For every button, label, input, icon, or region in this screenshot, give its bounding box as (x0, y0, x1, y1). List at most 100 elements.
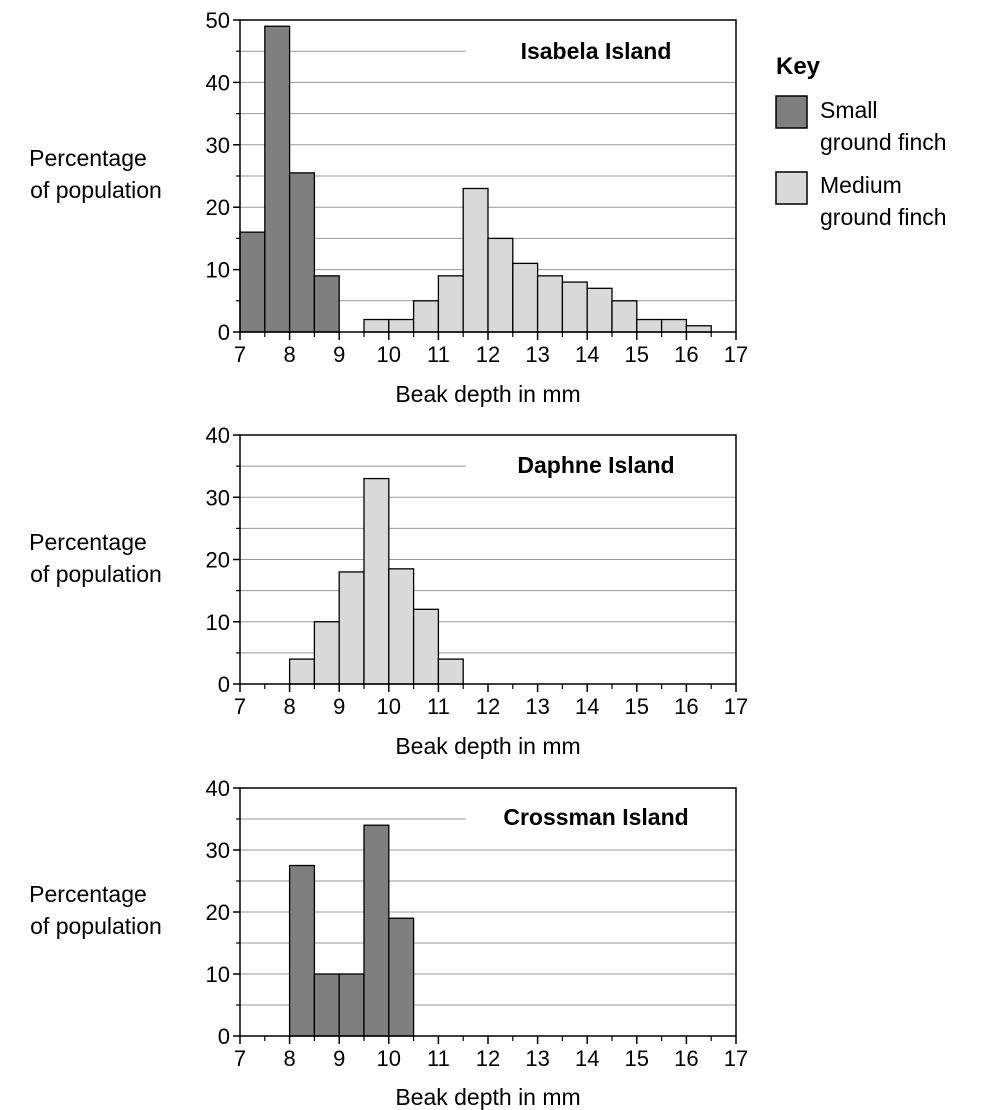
x-tick-label: 11 (427, 1046, 450, 1071)
bar (239, 231, 266, 333)
legend-swatch-medium (775, 171, 808, 205)
bar (363, 824, 390, 1037)
bar (462, 187, 489, 333)
x-axis-label: Beak depth in mm (395, 1084, 580, 1110)
y-tick-label: 30 (206, 133, 230, 158)
legend-label-medium-line1: Medium (820, 172, 902, 198)
x-tick-label: 8 (283, 342, 295, 367)
bar (264, 25, 291, 333)
bar (586, 287, 613, 333)
bar (313, 973, 340, 1037)
x-tick-label: 13 (525, 1046, 549, 1071)
bar (412, 608, 440, 685)
bar (512, 262, 539, 333)
y-tick-label: 10 (206, 962, 230, 987)
bar (363, 318, 390, 333)
y-axis-label-line1: Percentage (29, 529, 147, 555)
chart-isabela: Percentage of population 0 10 20 30 40 50 7 8 9 1… (29, 8, 748, 407)
x-tick-label: 8 (283, 694, 295, 719)
y-axis-label-line1: Percentage (29, 145, 147, 171)
bar (313, 275, 340, 333)
chart-title: Daphne Island (517, 452, 674, 478)
x-axis-label: Beak depth in mm (395, 381, 580, 407)
x-tick-label: 15 (625, 342, 649, 367)
x-tick-label: 14 (575, 694, 599, 719)
bar (388, 568, 415, 685)
y-tick-label: 50 (206, 8, 230, 33)
y-tick-label: 40 (206, 70, 230, 95)
x-tick-label: 9 (333, 694, 345, 719)
bar (660, 318, 688, 333)
x-tick-label: 8 (283, 1046, 295, 1071)
x-tick-label: 9 (333, 1046, 345, 1071)
x-tick-label: 16 (674, 1046, 698, 1071)
y-tick-label: 0 (218, 672, 230, 697)
x-tick-label: 7 (234, 1046, 246, 1071)
bar (437, 658, 464, 685)
x-tick-label: 15 (625, 694, 649, 719)
x-tick-label: 7 (234, 342, 246, 367)
x-tick-label: 17 (724, 1046, 748, 1071)
bar (685, 325, 712, 333)
bar (388, 917, 415, 1037)
y-tick-label: 10 (206, 258, 230, 283)
legend-title: Key (776, 53, 821, 80)
bar (437, 275, 464, 333)
chart-daphne: Percentage of population 0 10 20 30 40 7 8 9 10 1… (29, 423, 748, 759)
y-tick-label: 20 (206, 195, 230, 220)
y-tick-label: 30 (206, 838, 230, 863)
x-tick-label: 17 (724, 342, 748, 367)
y-axis-label-line2: of population (30, 177, 162, 203)
x-tick-label: 16 (674, 342, 698, 367)
y-axis-label-line2: of population (30, 913, 162, 939)
y-tick-label: 10 (206, 610, 230, 635)
bar (288, 172, 316, 333)
bar (487, 237, 514, 333)
x-tick-label: 15 (625, 1046, 649, 1071)
bar (288, 864, 316, 1037)
legend-label-small-line1: Small (820, 97, 878, 123)
y-tick-label: 0 (218, 1024, 230, 1049)
legend-swatch-small (775, 95, 808, 129)
x-tick-label: 12 (476, 342, 500, 367)
bar (561, 281, 588, 333)
x-tick-label: 16 (674, 694, 698, 719)
bar (388, 318, 415, 333)
y-tick-label: 30 (206, 485, 230, 510)
x-tick-label: 10 (377, 342, 401, 367)
bar (636, 318, 663, 333)
x-tick-label: 14 (575, 342, 599, 367)
bar (611, 300, 638, 333)
x-tick-label: 7 (234, 694, 246, 719)
bar (338, 571, 365, 685)
bar (288, 658, 316, 685)
legend: Key Small ground finch Medium ground fin… (775, 53, 947, 230)
x-tick-label: 10 (377, 694, 401, 719)
x-tick-label: 14 (575, 1046, 599, 1071)
chart-title: Crossman Island (503, 804, 688, 830)
y-axis-label-line2: of population (30, 561, 162, 587)
bar (536, 275, 564, 333)
x-tick-label: 13 (525, 694, 549, 719)
x-tick-label: 12 (476, 1046, 500, 1071)
bar (363, 477, 390, 685)
bar (412, 300, 440, 333)
y-tick-label: 40 (206, 776, 230, 801)
x-tick-label: 12 (476, 694, 500, 719)
y-tick-label: 0 (218, 320, 230, 345)
y-axis-label-line1: Percentage (29, 881, 147, 907)
bar (313, 621, 340, 685)
x-tick-label: 11 (427, 694, 450, 719)
x-axis-label: Beak depth in mm (395, 733, 580, 759)
legend-label-small-line2: ground finch (820, 129, 947, 155)
x-tick-label: 11 (427, 342, 450, 367)
x-tick-label: 17 (724, 694, 748, 719)
y-tick-label: 40 (206, 423, 230, 448)
bar (338, 973, 365, 1037)
y-tick-label: 20 (206, 548, 230, 573)
legend-label-medium-line2: ground finch (820, 204, 947, 230)
y-tick-label: 20 (206, 900, 230, 925)
x-tick-label: 10 (377, 1046, 401, 1071)
x-tick-label: 13 (525, 342, 549, 367)
